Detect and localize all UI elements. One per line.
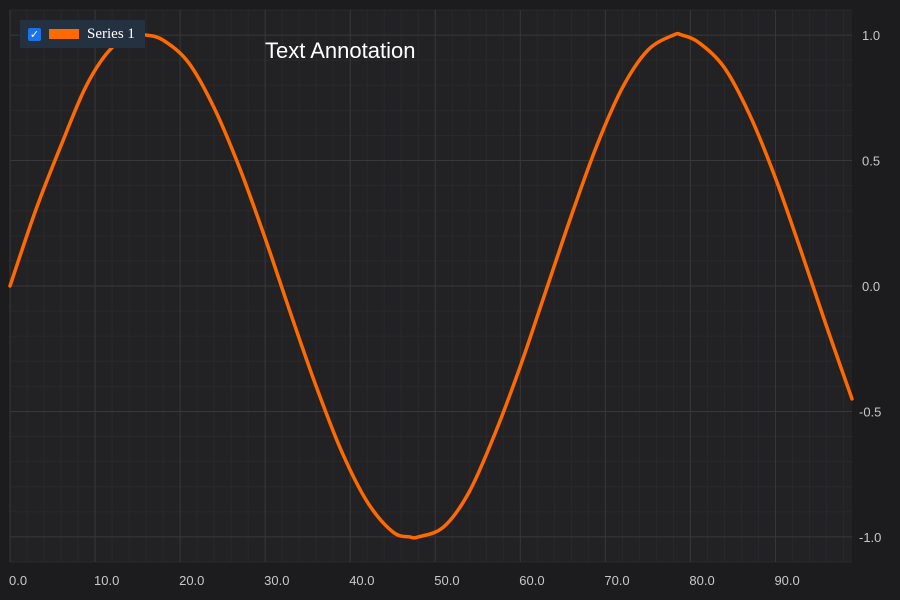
x-tick-label: 70.0 [604, 573, 629, 588]
series-layer [8, 31, 854, 540]
y-tick-label: 0.5 [862, 154, 880, 169]
legend-label-series-1: Series 1 [87, 25, 135, 42]
x-tick-label: 10.0 [94, 573, 119, 588]
y-tick-label: -1.0 [859, 530, 881, 545]
x-tick-label: 30.0 [264, 573, 289, 588]
y-axis: 1.0 0.5 0.0 -0.5 -1.0 [859, 28, 881, 545]
y-tick-label: 1.0 [862, 28, 880, 43]
y-tick-label: -0.5 [859, 404, 881, 419]
x-tick-label: 20.0 [179, 573, 204, 588]
x-tick-label: 50.0 [434, 573, 459, 588]
legend: ✓ Series 1 [20, 20, 145, 48]
text-annotation[interactable]: Text Annotation [265, 38, 415, 63]
x-axis: 0.0 10.0 20.0 30.0 40.0 50.0 60.0 70.0 80.0 90.0 [9, 573, 800, 588]
x-tick-label: 90.0 [774, 573, 799, 588]
x-tick-label: 60.0 [519, 573, 544, 588]
x-tick-label: 0.0 [9, 573, 27, 588]
y-tick-label: 0.0 [862, 279, 880, 294]
series-line-1[interactable] [8, 31, 854, 540]
x-tick-label: 40.0 [349, 573, 374, 588]
x-tick-label: 80.0 [689, 573, 714, 588]
check-icon[interactable]: ✓ [28, 27, 41, 41]
series-1-swatch [49, 29, 79, 39]
